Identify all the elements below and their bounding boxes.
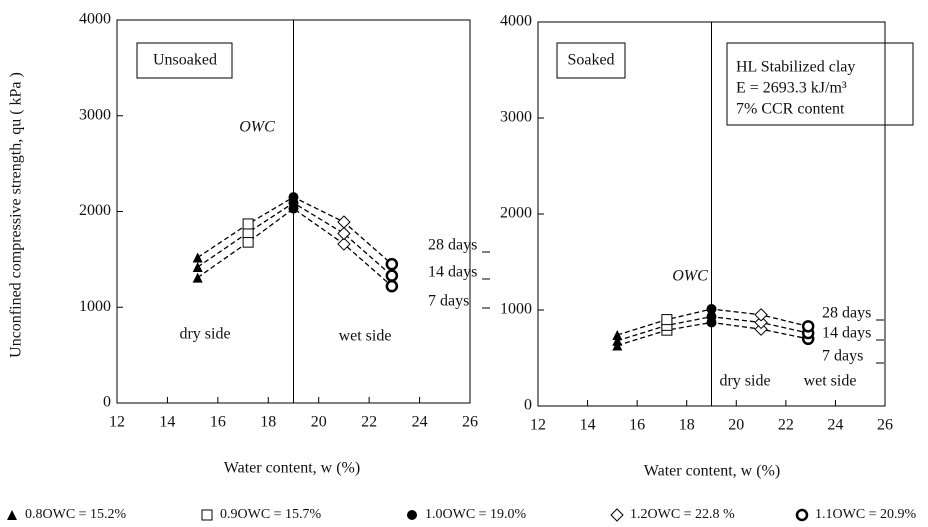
marker: [612, 335, 623, 346]
x-tick-label: 24: [412, 414, 428, 431]
label-box: [556, 42, 626, 79]
series-label: 28 days: [822, 305, 871, 322]
panel-label: Unsoaked: [153, 52, 217, 69]
marker: [7, 510, 17, 520]
marker: [706, 304, 717, 315]
y-tick-label: 2000: [79, 202, 111, 219]
x-tick-label: 16: [629, 417, 645, 434]
y-tick-label: 2000: [500, 205, 532, 222]
series-label: 7 days: [822, 348, 863, 365]
marker: [706, 311, 717, 322]
marker: [754, 308, 768, 322]
series-label: 28 days: [428, 237, 477, 254]
x-tick-label: 20: [728, 417, 744, 434]
dry-label: dry side: [719, 373, 770, 390]
series-label: 7 days: [428, 293, 469, 310]
x-tick-label: 22: [361, 414, 377, 431]
marker: [242, 218, 254, 230]
marker: [192, 262, 203, 273]
x-axis-label: Water content, w (%): [224, 460, 360, 477]
dry-label: dry side: [179, 326, 230, 343]
marker: [407, 510, 417, 520]
x-tick-label: 12: [109, 414, 125, 431]
series-label: 14 days: [822, 325, 871, 342]
y-tick-label: 3000: [500, 109, 532, 126]
marker: [385, 257, 399, 271]
owc-label: OWC: [672, 268, 708, 285]
marker: [610, 508, 624, 522]
x-tick-label: 18: [260, 414, 276, 431]
info-box: [726, 42, 914, 126]
marker: [242, 236, 254, 248]
y-tick-label: 4000: [79, 11, 111, 28]
owc-label: OWC: [239, 119, 275, 136]
wet-label: wet side: [804, 373, 857, 390]
x-tick-label: 14: [580, 417, 596, 434]
marker: [192, 252, 203, 263]
legend-label: 0.8OWC = 15.2%: [25, 507, 127, 522]
marker: [192, 272, 203, 283]
y-tick-label: 1000: [500, 301, 532, 318]
x-tick-label: 20: [311, 414, 327, 431]
marker: [612, 329, 623, 340]
x-tick-label: 26: [877, 417, 893, 434]
x-tick-label: 22: [778, 417, 794, 434]
legend-label: 1.2OWC = 22.8 %: [630, 507, 735, 522]
y-tick-label: 0: [524, 397, 532, 414]
x-tick-label: 24: [827, 417, 843, 434]
marker: [754, 315, 768, 330]
marker: [801, 320, 815, 333]
y-axis-label: Unconfined compressive strength, qu ( kP…: [8, 72, 25, 358]
x-tick-label: 14: [159, 414, 175, 431]
panel-label: Soaked: [567, 52, 614, 69]
x-axis-label: Water content, w (%): [644, 463, 780, 480]
series-line: [197, 207, 393, 287]
x-tick-label: 26: [462, 414, 478, 431]
info-text: 7% CCR content: [736, 101, 845, 118]
legend-label: 1.0OWC = 19.0%: [425, 507, 527, 522]
y-tick-label: 0: [103, 394, 111, 411]
marker: [795, 508, 809, 522]
marker: [661, 314, 673, 326]
marker: [201, 509, 213, 521]
y-tick-label: 3000: [79, 106, 111, 123]
info-text: E = 2693.3 kJ/m³: [736, 80, 847, 97]
x-tick-label: 18: [679, 417, 695, 434]
marker: [385, 269, 399, 282]
series-label: 14 days: [428, 264, 477, 281]
marker: [337, 237, 351, 251]
marker: [337, 226, 351, 241]
y-tick-label: 1000: [79, 298, 111, 315]
y-tick-label: 4000: [500, 13, 532, 30]
info-text: HL Stabilized clay: [736, 59, 855, 76]
legend-label: 0.9OWC = 15.7%: [220, 507, 322, 522]
marker: [288, 192, 299, 203]
label-box: [136, 42, 233, 79]
legend-label: 1.1OWC = 20.9%: [815, 507, 917, 522]
marker: [754, 322, 768, 336]
marker: [385, 279, 399, 293]
marker: [337, 215, 351, 229]
x-tick-label: 16: [210, 414, 226, 431]
x-tick-label: 12: [530, 417, 546, 434]
wet-label: wet side: [339, 328, 392, 345]
